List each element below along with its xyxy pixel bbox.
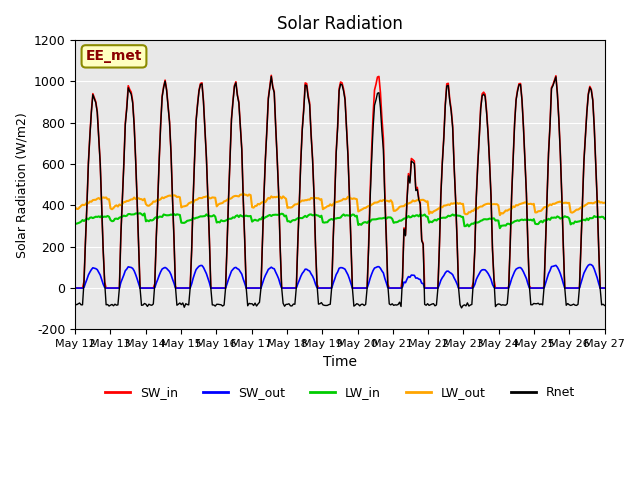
Rnet bbox=[229, 99, 237, 105]
SW_out bbox=[71, 285, 79, 291]
SW_in bbox=[573, 285, 580, 291]
SW_out bbox=[572, 285, 579, 291]
LW_out bbox=[229, 194, 237, 200]
LW_in bbox=[304, 213, 312, 218]
LW_out bbox=[136, 196, 144, 202]
LW_out bbox=[574, 207, 582, 213]
SW_out bbox=[247, 285, 255, 291]
SW_in bbox=[601, 285, 609, 291]
SW_out bbox=[136, 285, 144, 291]
Rnet bbox=[601, 302, 609, 308]
Rnet bbox=[458, 305, 465, 311]
LW_in bbox=[248, 219, 256, 225]
Title: Solar Radiation: Solar Radiation bbox=[277, 15, 403, 33]
Line: LW_out: LW_out bbox=[75, 193, 605, 215]
Y-axis label: Solar Radiation (W/m2): Solar Radiation (W/m2) bbox=[15, 112, 28, 258]
LW_in bbox=[138, 211, 145, 217]
SW_out bbox=[255, 285, 263, 291]
Text: EE_met: EE_met bbox=[86, 49, 142, 63]
X-axis label: Time: Time bbox=[323, 355, 357, 369]
LW_out bbox=[304, 197, 312, 203]
Rnet bbox=[304, 95, 312, 100]
SW_in bbox=[229, 98, 237, 104]
Line: Rnet: Rnet bbox=[75, 76, 605, 308]
Line: SW_in: SW_in bbox=[75, 75, 605, 288]
SW_in bbox=[304, 93, 312, 98]
Rnet bbox=[268, 73, 275, 79]
LW_out bbox=[496, 212, 504, 218]
LW_out bbox=[239, 191, 247, 196]
Rnet bbox=[71, 301, 79, 307]
Rnet bbox=[255, 300, 263, 305]
Rnet bbox=[247, 301, 255, 307]
SW_in bbox=[136, 285, 144, 291]
LW_in bbox=[496, 225, 504, 231]
Rnet bbox=[136, 285, 144, 291]
LW_in bbox=[230, 215, 238, 221]
Rnet bbox=[574, 301, 582, 307]
SW_in bbox=[247, 285, 255, 291]
LW_in bbox=[574, 219, 582, 225]
SW_out bbox=[601, 285, 609, 291]
LW_out bbox=[601, 200, 609, 205]
LW_out bbox=[257, 200, 265, 206]
LW_out bbox=[71, 204, 79, 210]
LW_in bbox=[601, 216, 609, 222]
SW_in bbox=[71, 285, 79, 291]
Line: LW_in: LW_in bbox=[75, 213, 605, 228]
LW_out bbox=[248, 204, 256, 210]
LW_in bbox=[136, 210, 144, 216]
SW_out bbox=[229, 266, 237, 272]
Legend: SW_in, SW_out, LW_in, LW_out, Rnet: SW_in, SW_out, LW_in, LW_out, Rnet bbox=[100, 381, 580, 404]
Line: SW_out: SW_out bbox=[75, 264, 605, 288]
LW_in bbox=[257, 216, 265, 222]
SW_in bbox=[268, 72, 275, 78]
SW_out bbox=[303, 266, 310, 272]
LW_in bbox=[71, 221, 79, 227]
SW_in bbox=[255, 285, 263, 291]
SW_out bbox=[586, 262, 594, 267]
